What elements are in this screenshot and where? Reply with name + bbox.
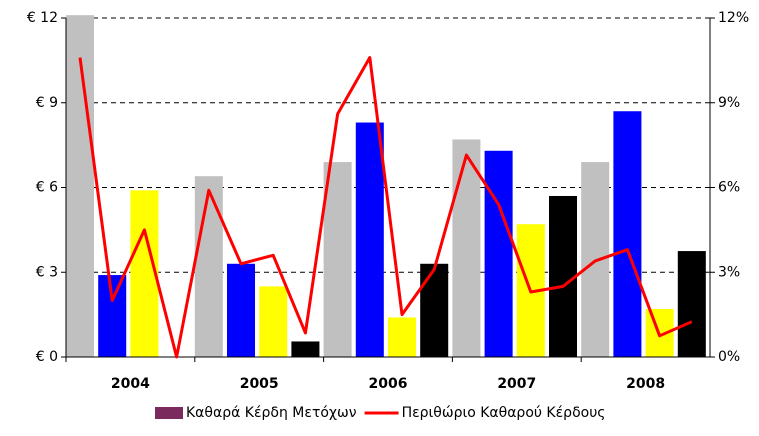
y-tick-label: € 9 [36, 95, 58, 111]
y2-tick-label: 12% [718, 10, 749, 26]
bar [613, 111, 642, 357]
legend-label: Περιθώριο Καθαρού Κέρδους [402, 405, 606, 421]
y-tick-label: € 3 [36, 264, 58, 280]
bar [388, 317, 417, 357]
y2-tick-label: 3% [718, 264, 740, 280]
bar [420, 263, 449, 357]
x-tick-label: 2005 [240, 376, 279, 392]
bar [677, 251, 706, 357]
line [78, 56, 693, 359]
y-tick-label: € 12 [27, 10, 58, 26]
y2-tick-label: 6% [718, 180, 740, 196]
bar [98, 275, 127, 357]
bar [484, 150, 513, 357]
bar [66, 15, 95, 358]
bar [291, 341, 320, 357]
x-tick-label: 2008 [626, 376, 665, 392]
y2-tick-label: 9% [718, 95, 740, 111]
x-tick-label: 2007 [497, 376, 536, 392]
bar [130, 190, 159, 357]
bar [549, 195, 578, 357]
bar [194, 176, 223, 357]
bar [452, 139, 481, 357]
bar [227, 263, 256, 357]
legend-swatch [155, 407, 183, 419]
legend-label: Καθαρά Κέρδη Μετόχων [186, 405, 357, 421]
bar [259, 286, 288, 357]
bar [323, 162, 352, 357]
x-tick-label: 2004 [111, 376, 150, 392]
bar [355, 122, 384, 358]
y-tick-label: € 0 [36, 349, 58, 365]
y2-tick-label: 0% [718, 349, 740, 365]
x-tick-label: 2006 [369, 376, 408, 392]
y-tick-label: € 6 [36, 180, 58, 196]
